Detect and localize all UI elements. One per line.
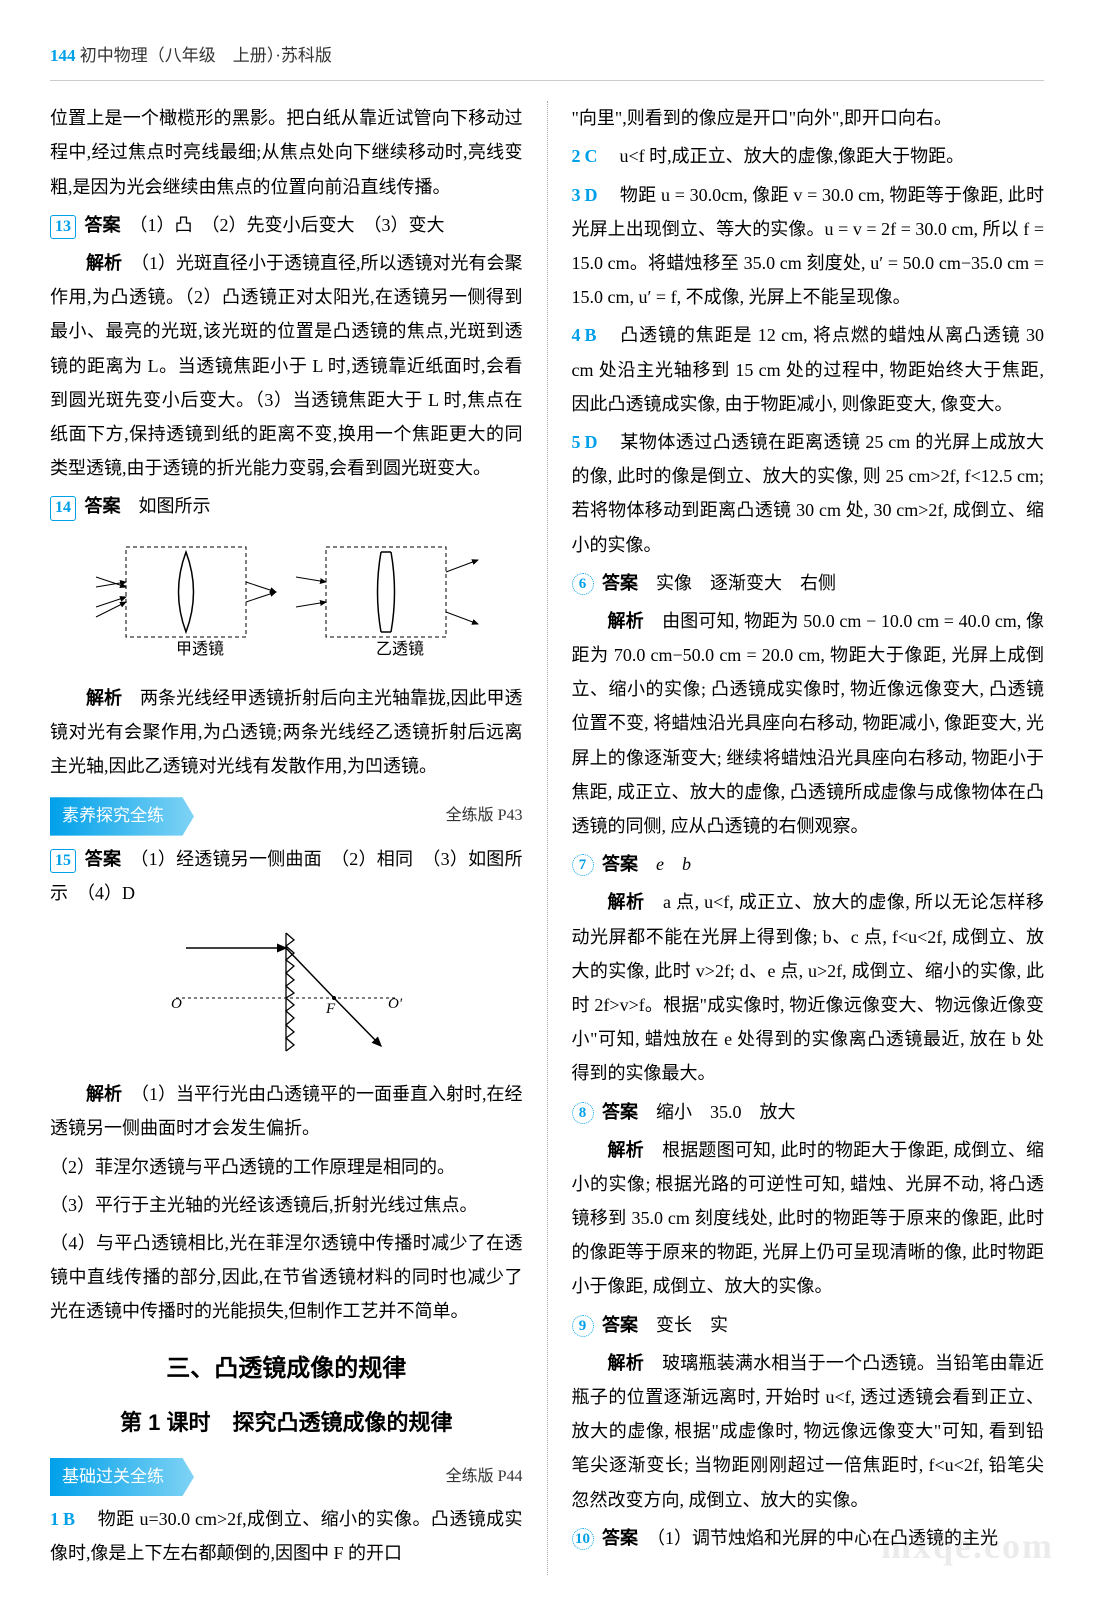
q7-explanation: 解析 a 点, u<f, 成正立、放大的虚像, 所以无论怎样移动光屏都不能在光屏…: [572, 885, 1045, 1090]
fig-label-left: 甲透镜: [176, 639, 224, 658]
q4-exp: 凸透镜的焦距是 12 cm, 将点燃的蜡烛从离凸透镜 30 cm 处沿主光轴移到…: [572, 325, 1045, 413]
header-title: 初中物理（八年级 上册）·苏科版: [80, 46, 332, 65]
q6-exp-text: 由图可知, 物距为 50.0 cm − 10.0 cm = 40.0 cm, 像…: [572, 611, 1045, 836]
q7-exp-text: a 点, u<f, 成正立、放大的虚像, 所以无论怎样移动光屏都不能在光屏上得到…: [572, 892, 1045, 1083]
answer-label: 答案: [602, 854, 638, 874]
q15-exp2: （2）菲涅尔透镜与平凸透镜的工作原理是相同的。: [50, 1150, 523, 1184]
explain-label: 解析: [86, 688, 122, 708]
page-ref-1: 全练版 P43: [446, 801, 523, 831]
explain-label: 解析: [608, 611, 644, 631]
q3-exp: 物距 u = 30.0cm, 像距 v = 30.0 cm, 物距等于像距, 此…: [572, 185, 1045, 308]
answer-label: 答案: [85, 849, 121, 869]
lens-diagram-svg: 甲透镜 乙透镜: [86, 532, 486, 662]
explain-label: 解析: [608, 1353, 644, 1373]
answer-label: 答案: [602, 1528, 638, 1548]
section-tag-1: 素养探究全练: [50, 797, 194, 835]
q2-choice: C: [585, 146, 598, 166]
page-ref-2: 全练版 P44: [446, 1462, 523, 1492]
q9-explanation: 解析 玻璃瓶装满水相当于一个凸透镜。当铅笔由靠近瓶子的位置逐渐远离时, 开始时 …: [572, 1346, 1045, 1517]
section-row-1: 素养探究全练 全练版 P43: [50, 797, 523, 835]
q15-exp1: 解析 （1）当平行光由凸透镜平的一面垂直入射时,在经透镜另一侧曲面时才会发生偏折…: [50, 1077, 523, 1145]
q14-number: 14: [50, 496, 76, 520]
q5-number: 5: [572, 432, 581, 452]
q15-diagram: O O′ F: [50, 918, 523, 1069]
label-F: F: [325, 1001, 336, 1017]
q14-answer-row: 14 答案 如图所示: [50, 489, 523, 523]
q9-number: 9: [572, 1315, 594, 1337]
q15-number: 15: [50, 849, 76, 873]
section-tag-2: 基础过关全练: [50, 1458, 194, 1496]
q13-answer: （1）凸 （2）先变小后变大 （3）变大: [139, 215, 445, 235]
q6-answer: 实像 逐渐变大 右侧: [656, 573, 836, 593]
fig-label-right: 乙透镜: [376, 639, 424, 658]
q14-answer: 如图所示: [139, 496, 211, 516]
answer-label: 答案: [602, 1102, 638, 1122]
q8-exp-text: 根据题图可知, 此时的物距大于像距, 成倒立、缩小的实像; 根据光路的可逆性可知…: [572, 1140, 1045, 1297]
q6-explanation: 解析 由图可知, 物距为 50.0 cm − 10.0 cm = 40.0 cm…: [572, 604, 1045, 843]
subsection-title: 第 1 课时 探究凸透镜成像的规律: [50, 1402, 523, 1444]
section-title: 三、凸透镜成像的规律: [50, 1346, 523, 1392]
explain-label: 解析: [86, 1084, 122, 1104]
q5-exp: 某物体透过凸透镜在距离透镜 25 cm 的光屏上成放大的像, 此时的像是倒立、放…: [572, 432, 1045, 555]
q8-number: 8: [572, 1102, 594, 1124]
q13-exp-text: （1）光斑直径小于透镜直径,所以透镜对光有会聚作用,为凸透镜。（2）凸透镜正对太…: [50, 253, 523, 478]
pre-paragraph-r: "向里",则看到的像应是开口"向外",即开口向右。: [572, 101, 1045, 135]
q2-number: 2: [572, 146, 581, 166]
q14-explanation: 解析 两条光线经甲透镜折射后向主光轴靠拢,因此甲透镜对光有会聚作用,为凸透镜;两…: [50, 681, 523, 784]
q1b-row: 1B 物距 u=30.0 cm>2f,成倒立、缩小的实像。凸透镜成实像时,像是上…: [50, 1502, 523, 1570]
label-O: O: [171, 996, 182, 1012]
q10-number: 10: [572, 1528, 594, 1550]
q8-answer-row: 8 答案 缩小 35.0 放大: [572, 1095, 1045, 1129]
section-row-2: 基础过关全练 全练版 P44: [50, 1458, 523, 1496]
fresnel-svg: O O′ F: [166, 918, 406, 1058]
q15-exp3: （3）平行于主光轴的光经该透镜后,折射光线过焦点。: [50, 1188, 523, 1222]
page-number: 144: [50, 46, 76, 65]
q8-answer: 缩小 35.0 放大: [656, 1102, 796, 1122]
q3-number: 3: [572, 185, 581, 205]
q5-row: 5D 某物体透过凸透镜在距离透镜 25 cm 的光屏上成放大的像, 此时的像是倒…: [572, 425, 1045, 562]
q1-exp: 物距 u=30.0 cm>2f,成倒立、缩小的实像。凸透镜成实像时,像是上下左右…: [50, 1509, 523, 1563]
q8-explanation: 解析 根据题图可知, 此时的物距大于像距, 成倒立、缩小的实像; 根据光路的可逆…: [572, 1133, 1045, 1304]
left-column: 位置上是一个橄榄形的黑影。把白纸从靠近试管向下移动过程中,经过焦点时亮线最细;从…: [50, 101, 523, 1574]
q13-number: 13: [50, 215, 76, 239]
q6-answer-row: 6 答案 实像 逐渐变大 右侧: [572, 566, 1045, 600]
q9-exp-text: 玻璃瓶装满水相当于一个凸透镜。当铅笔由靠近瓶子的位置逐渐远离时, 开始时 u<f…: [572, 1353, 1045, 1510]
q15-answer-row: 15 答案 （1）经透镜另一侧曲面 （2）相同 （3）如图所示 （4）D: [50, 842, 523, 910]
q3-choice: D: [585, 185, 598, 205]
q2-exp: u<f 时,成正立、放大的虚像,像距大于物距。: [620, 146, 965, 166]
q13-explanation: 解析 （1）光斑直径小于透镜直径,所以透镜对光有会聚作用,为凸透镜。（2）凸透镜…: [50, 246, 523, 485]
q15-answer: （1）经透镜另一侧曲面 （2）相同 （3）如图所示 （4）D: [50, 849, 523, 903]
q6-number: 6: [572, 573, 594, 595]
q3-row: 3D 物距 u = 30.0cm, 像距 v = 30.0 cm, 物距等于像距…: [572, 178, 1045, 315]
q7-answer-row: 7 答案 e b: [572, 847, 1045, 881]
q9-answer: 变长 实: [656, 1315, 728, 1335]
q10-answer: （1）调节烛焰和光屏的中心在凸透镜的主光: [656, 1528, 998, 1548]
answer-label: 答案: [602, 1315, 638, 1335]
answer-label: 答案: [602, 573, 638, 593]
q10-answer-row: 10 答案 （1）调节烛焰和光屏的中心在凸透镜的主光: [572, 1521, 1045, 1555]
q4-choice: B: [585, 325, 597, 345]
explain-label: 解析: [608, 892, 645, 912]
q15-exp4: （4）与平凸透镜相比,光在菲涅尔透镜中传播时减少了在透镜中直线传播的部分,因此,…: [50, 1226, 523, 1329]
answer-label: 答案: [85, 496, 121, 516]
q1-number: 1: [50, 1509, 59, 1529]
q4-row: 4B 凸透镜的焦距是 12 cm, 将点燃的蜡烛从离凸透镜 30 cm 处沿主光…: [572, 318, 1045, 421]
label-Oprime: O′: [388, 996, 403, 1012]
q1-choice: B: [63, 1509, 75, 1529]
content-columns: 位置上是一个橄榄形的黑影。把白纸从靠近试管向下移动过程中,经过焦点时亮线最细;从…: [50, 101, 1044, 1574]
q2-row: 2C u<f 时,成正立、放大的虚像,像距大于物距。: [572, 139, 1045, 173]
q14-diagram: 甲透镜 乙透镜: [50, 532, 523, 673]
explain-label: 解析: [608, 1140, 644, 1160]
q7-number: 7: [572, 854, 594, 876]
q13-answer-row: 13 答案 （1）凸 （2）先变小后变大 （3）变大: [50, 208, 523, 242]
page-header: 144 初中物理（八年级 上册）·苏科版: [50, 40, 1044, 81]
answer-label: 答案: [85, 215, 121, 235]
q5-choice: D: [585, 432, 598, 452]
q7-answer: e b: [656, 854, 691, 874]
right-column: "向里",则看到的像应是开口"向外",即开口向右。 2C u<f 时,成正立、放…: [547, 101, 1045, 1574]
pre-paragraph: 位置上是一个橄榄形的黑影。把白纸从靠近试管向下移动过程中,经过焦点时亮线最细;从…: [50, 101, 523, 204]
q9-answer-row: 9 答案 变长 实: [572, 1308, 1045, 1342]
q4-number: 4: [572, 325, 581, 345]
explain-label: 解析: [86, 253, 122, 273]
